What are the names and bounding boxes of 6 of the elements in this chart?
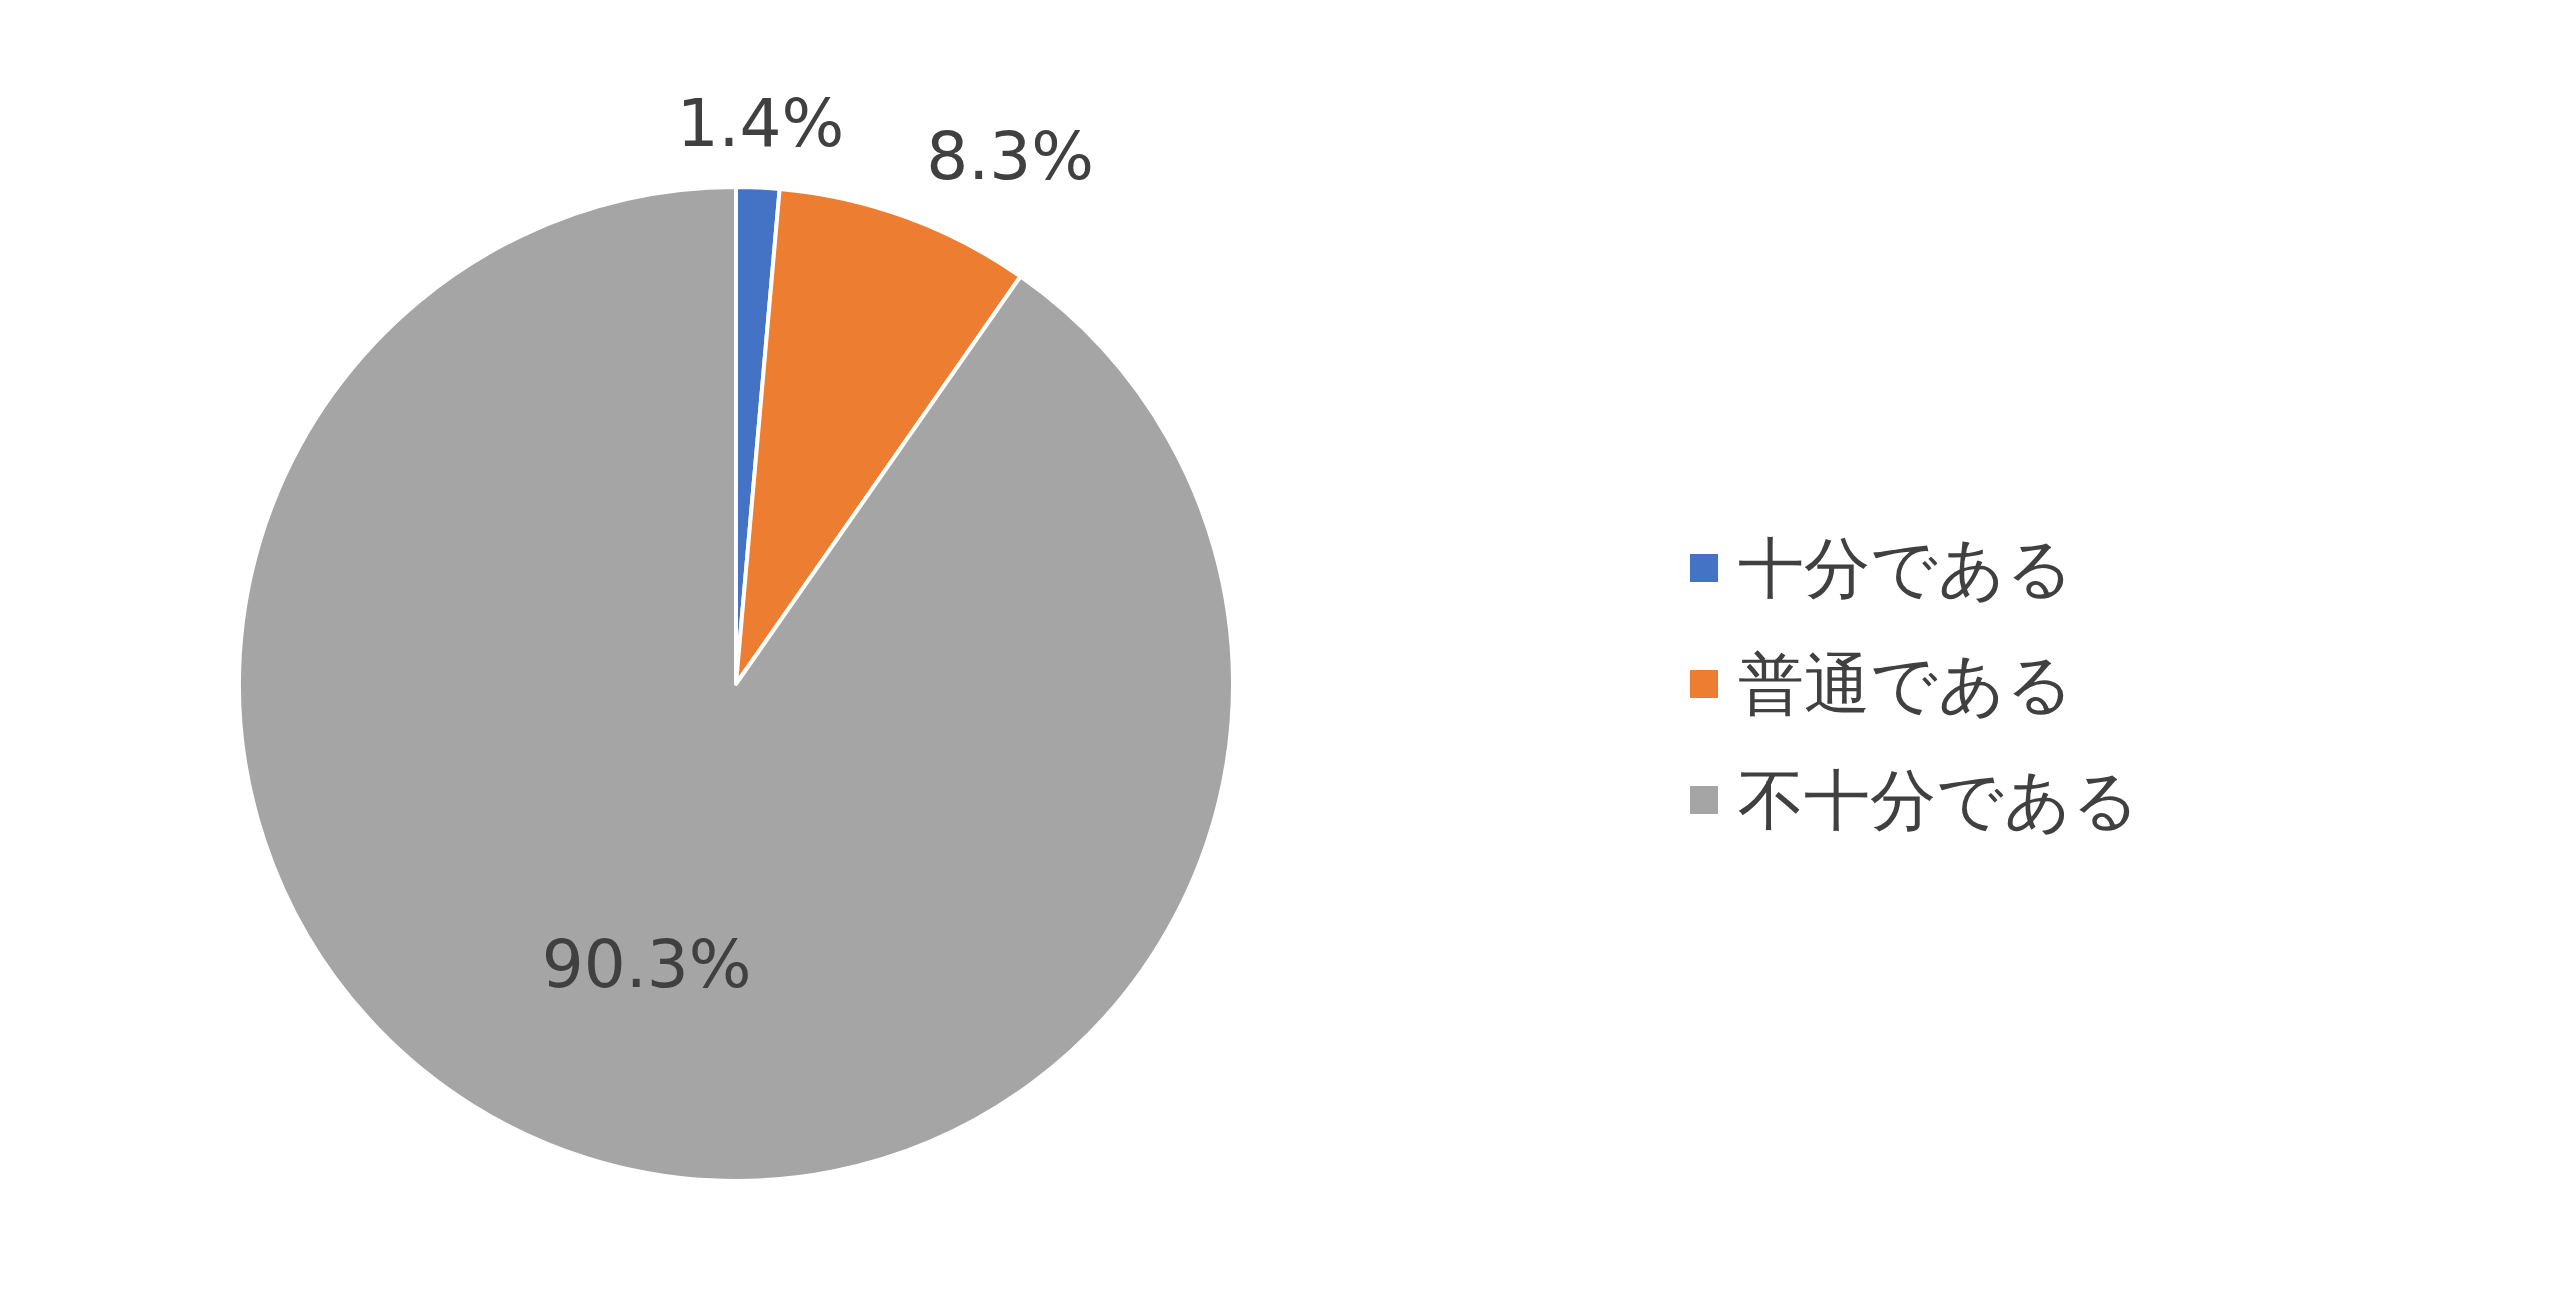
data-label: 90.3% <box>541 925 752 1003</box>
legend-label: 普通である <box>1738 645 2074 723</box>
data-label: 8.3% <box>926 117 1094 195</box>
legend-label: 十分である <box>1738 529 2074 607</box>
data-label: 1.4% <box>676 84 845 162</box>
legend-label: 不十分である <box>1738 761 2140 839</box>
